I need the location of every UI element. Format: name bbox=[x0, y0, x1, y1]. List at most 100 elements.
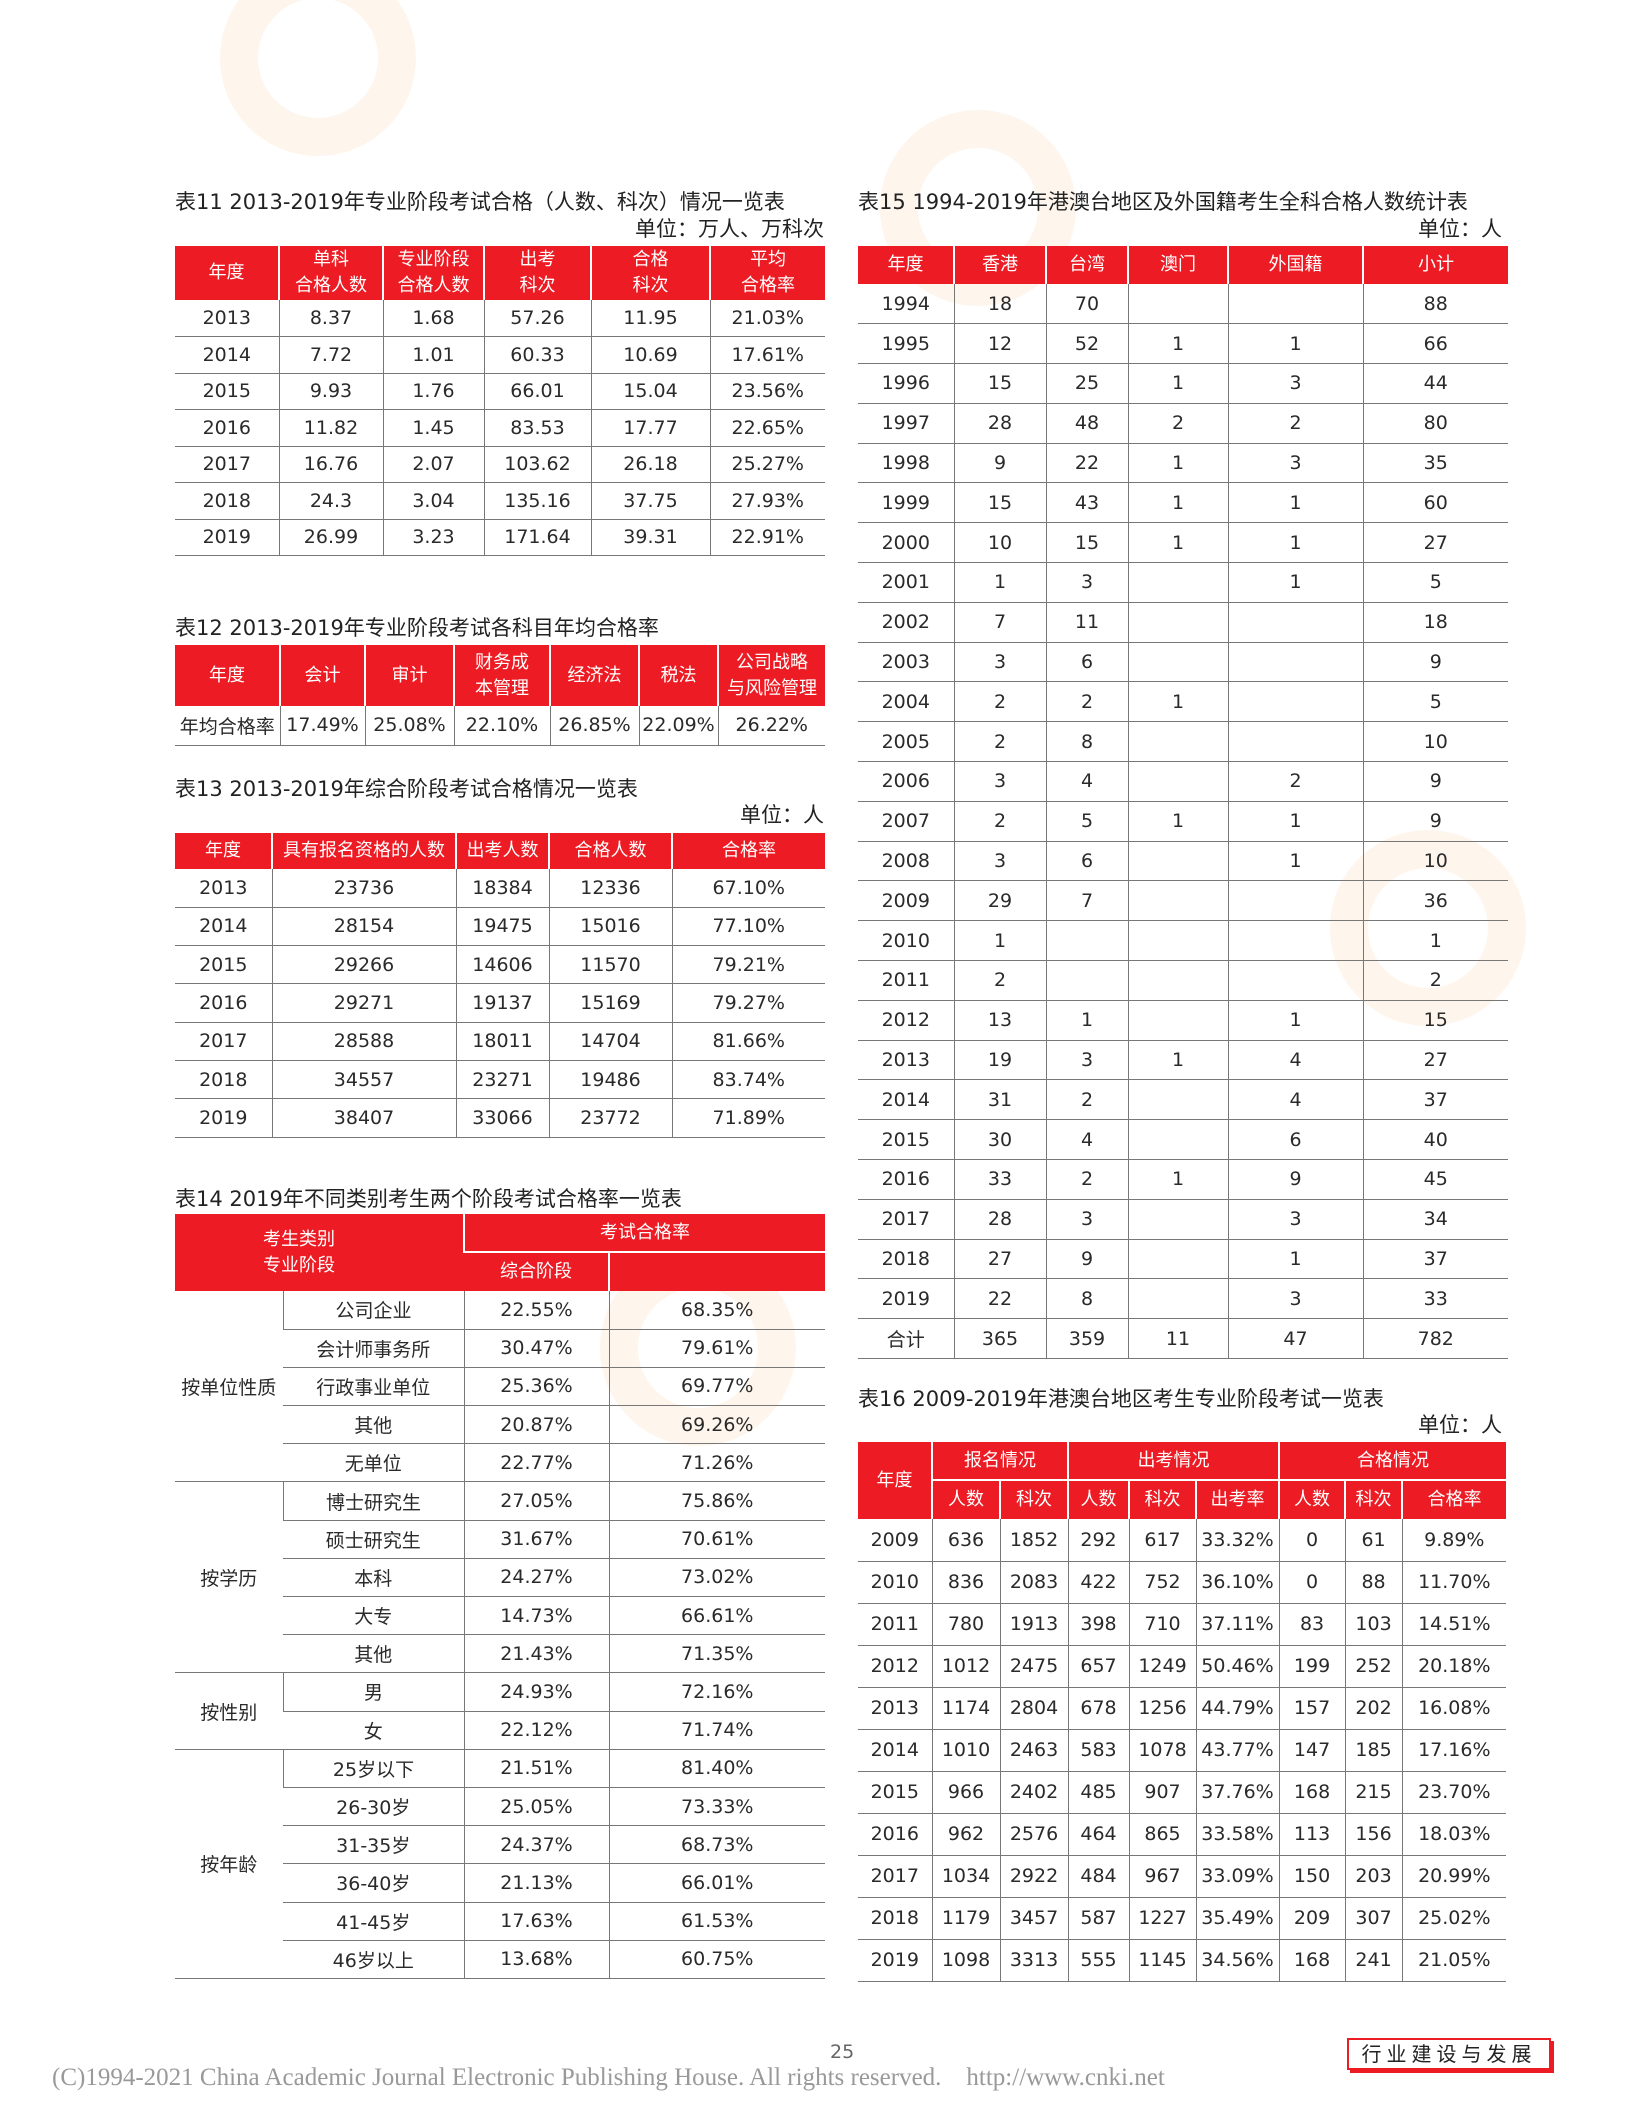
table-cell: 男 bbox=[282, 1672, 464, 1712]
table-cell: 37.75 bbox=[590, 482, 710, 520]
table-cell: 36-40岁 bbox=[283, 1863, 464, 1903]
table-cell: 617 bbox=[1128, 1519, 1196, 1562]
column-header-line: 合格 bbox=[632, 249, 669, 270]
table-row: 2018 27 9 1 37 bbox=[858, 1239, 1508, 1280]
table-cell: 147 bbox=[1278, 1729, 1346, 1772]
table-cell: 22.65% bbox=[709, 409, 825, 447]
table-row: 2013 23736 18384 12336 67.10% bbox=[175, 869, 825, 908]
table-cell: 博士研究生 bbox=[282, 1481, 464, 1521]
header-category-line2: 专业阶段 bbox=[263, 1254, 335, 1276]
table-cell bbox=[1127, 562, 1228, 603]
table-cell: 2013 bbox=[175, 300, 279, 337]
table-cell: 1 bbox=[1227, 1239, 1363, 1280]
table-cell: 3 bbox=[1227, 1278, 1363, 1320]
table-cell: 12 bbox=[953, 323, 1046, 365]
table-cell: 18 bbox=[1362, 602, 1508, 643]
table-cell: 43 bbox=[1045, 482, 1128, 524]
header-comprehensive: 综合阶段 bbox=[464, 1251, 609, 1291]
table-cell: 18384 bbox=[455, 869, 549, 908]
table-cell: 2018 bbox=[175, 1060, 272, 1100]
table-cell: 1 bbox=[1227, 562, 1363, 603]
table-cell: 113 bbox=[1278, 1813, 1346, 1856]
table-cell: 3457 bbox=[999, 1897, 1068, 1940]
table-cell bbox=[1127, 920, 1228, 962]
table-row: 2013 19 3 1 4 27 bbox=[858, 1040, 1508, 1081]
table-cell: 1 bbox=[1127, 482, 1228, 524]
table-cell: 73.33% bbox=[608, 1787, 825, 1827]
table-cell: 1 bbox=[1362, 920, 1508, 962]
table-cell: 80 bbox=[1362, 403, 1508, 444]
table-cell bbox=[1045, 960, 1128, 1001]
table-cell: 23271 bbox=[455, 1060, 549, 1100]
table-cell: 1997 bbox=[858, 403, 954, 444]
table-cell: 9 bbox=[1227, 1159, 1363, 1200]
table-cell: 其他 bbox=[283, 1405, 464, 1445]
table-cell: 21.51% bbox=[463, 1749, 609, 1788]
table-cell: 2002 bbox=[858, 602, 954, 643]
table-row: 1996 15 25 1 3 44 bbox=[858, 363, 1508, 404]
table-cell: 21.03% bbox=[709, 300, 825, 337]
table-cell: 2475 bbox=[999, 1645, 1068, 1688]
table-cell: 1913 bbox=[999, 1603, 1068, 1646]
table-cell: 168 bbox=[1278, 1939, 1346, 1982]
table-cell: 2016 bbox=[175, 983, 272, 1023]
table-cell: 2016 bbox=[858, 1159, 954, 1200]
table-cell: 3.04 bbox=[382, 482, 484, 520]
table-row: 2006 3 4 2 9 bbox=[858, 761, 1508, 802]
column-header: 出考 科次 bbox=[483, 246, 591, 300]
table-cell: 70.61% bbox=[608, 1520, 825, 1559]
header-attendance: 出考情况 bbox=[1066, 1442, 1280, 1480]
table-cell: 会计师事务所 bbox=[283, 1329, 464, 1368]
table-cell: 67.10% bbox=[671, 869, 825, 908]
table-cell: 17.63% bbox=[463, 1902, 609, 1941]
table-row: 1998 9 22 1 3 35 bbox=[858, 443, 1508, 484]
table14: 考生类别 专业阶段 考试合格率 综合阶段 按单位性质 公司企业 22.55% 68.3… bbox=[175, 1214, 825, 1979]
table-row: 1995 12 52 1 1 66 bbox=[858, 323, 1508, 365]
table-row: 2005 2 8 10 bbox=[858, 721, 1508, 763]
header-row: 年度 单科 合格人数 专业阶段 合格人数 出考 科次 合格 科次 平均 合格率 bbox=[175, 246, 825, 300]
header-year: 年度 bbox=[858, 1442, 932, 1519]
table-cell: 2013 bbox=[858, 1040, 954, 1081]
table-cell: 2004 bbox=[858, 681, 954, 723]
column-header-line: 年度 bbox=[887, 254, 924, 275]
table-row: 按年龄 25岁以下 21.51% 81.40% bbox=[175, 1749, 825, 1979]
table-cell: 365 bbox=[953, 1318, 1046, 1360]
table-cell: 865 bbox=[1128, 1813, 1196, 1856]
table-row: 2009 29 7 36 bbox=[858, 880, 1508, 922]
table-cell: 47 bbox=[1227, 1318, 1363, 1360]
table-cell: 19486 bbox=[548, 1060, 672, 1100]
table-cell: 1 bbox=[1127, 801, 1228, 842]
table-cell: 20.99% bbox=[1401, 1855, 1507, 1898]
table-cell: 2014 bbox=[175, 907, 272, 947]
table-cell: 485 bbox=[1067, 1771, 1129, 1814]
table-cell: 2010 bbox=[858, 1561, 932, 1604]
column-header-line: 本管理 bbox=[475, 677, 529, 699]
table-cell: 37 bbox=[1362, 1239, 1508, 1280]
table-cell bbox=[1127, 1000, 1228, 1041]
table-cell: 17.61% bbox=[709, 336, 825, 374]
table-cell: 3 bbox=[1045, 1199, 1128, 1240]
table-cell: 17.77 bbox=[590, 409, 710, 447]
table16: 年度 报名情况 出考情况 合格情况 人数 科次 人数 科次 出考率 人数 科次 合格率 200… bbox=[858, 1442, 1507, 1982]
table-cell: 9 bbox=[1045, 1239, 1128, 1280]
table-row: 2017 28588 18011 14704 81.66% bbox=[175, 1022, 825, 1061]
table-cell: 61 bbox=[1344, 1519, 1403, 1562]
table-cell: 710 bbox=[1128, 1603, 1196, 1646]
table-cell: 11.82 bbox=[278, 409, 383, 447]
table-cell: 33 bbox=[953, 1159, 1046, 1200]
table-cell: 77.10% bbox=[671, 907, 825, 947]
table-cell: 19 bbox=[953, 1040, 1046, 1081]
table-cell: 9 bbox=[1362, 801, 1508, 842]
table-cell: 1145 bbox=[1128, 1939, 1196, 1982]
table-cell: 7.72 bbox=[278, 336, 383, 374]
table-cell: 15 bbox=[1045, 522, 1128, 564]
table-cell: 本科 bbox=[283, 1558, 464, 1598]
table-cell: 678 bbox=[1067, 1687, 1129, 1730]
table-cell: 81.66% bbox=[671, 1022, 825, 1061]
table-cell: 907 bbox=[1128, 1771, 1196, 1814]
table-cell: 14704 bbox=[548, 1022, 672, 1061]
table-cell: 2018 bbox=[175, 482, 279, 520]
table-cell: 103 bbox=[1344, 1603, 1403, 1646]
table-cell: 11.95 bbox=[590, 300, 710, 337]
column-header-line: 会计 bbox=[304, 664, 341, 686]
